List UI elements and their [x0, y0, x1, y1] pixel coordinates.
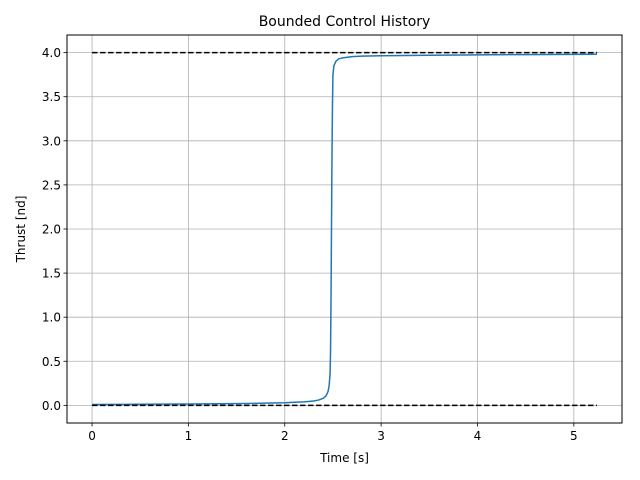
- chart-title: Bounded Control History: [259, 14, 431, 30]
- x-tick-label: 4: [474, 429, 482, 443]
- y-tick-label: 3.5: [42, 90, 61, 104]
- thrust-line: [92, 53, 597, 406]
- y-tick-label: 3.0: [42, 134, 61, 148]
- y-tick-label: 0.5: [42, 355, 61, 369]
- x-tick-label: 2: [281, 429, 289, 443]
- plot-lines: [92, 51, 597, 407]
- x-tick-label: 1: [185, 429, 193, 443]
- y-tick-label: 0.0: [42, 399, 61, 413]
- axis-ticks: 0 1 2 3 4 5 0.0 0.5 1.0 1.5 2.0 2.5 3.0 3.5 4.0: [42, 46, 578, 443]
- y-tick-label: 4.0: [42, 46, 61, 60]
- grid: [67, 35, 622, 423]
- x-axis-label: Time [s]: [319, 451, 369, 465]
- x-tick-label: 3: [377, 429, 385, 443]
- y-tick-label: 2.5: [42, 178, 61, 192]
- x-tick-label: 5: [570, 429, 578, 443]
- x-tick-label: 0: [88, 429, 96, 443]
- y-tick-label: 1.0: [42, 311, 61, 325]
- y-axis-label: Thrust [nd]: [14, 196, 28, 264]
- y-tick-label: 1.5: [42, 267, 61, 281]
- y-tick-label: 2.0: [42, 223, 61, 237]
